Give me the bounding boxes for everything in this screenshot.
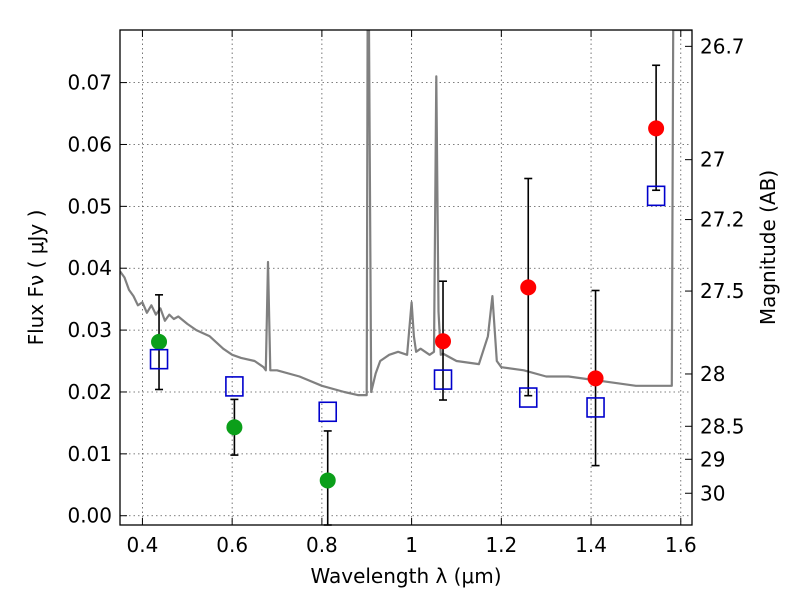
x-tick-label: 0.4 [127, 533, 159, 557]
x-tick-label: 0.8 [306, 533, 338, 557]
observed-point [435, 333, 452, 350]
observed-point [520, 279, 537, 296]
model-photometry-square [318, 401, 338, 423]
model-photometry-square [149, 348, 169, 370]
y-tick-label: 0.07 [67, 71, 112, 95]
y2-axis-label: Magnitude (AB) [756, 170, 780, 325]
observed-point [226, 419, 243, 436]
observed-point [319, 472, 336, 489]
y-tick-label: 0.04 [67, 256, 112, 280]
x-tick-label: 1 [405, 533, 418, 557]
model-photometry-square [586, 397, 605, 418]
error-bars-layer [155, 64, 661, 526]
axis-ticks: 0.4 0.6 0.8 1 1.2 1.4 1.6 0.00 0.01 0.02 0.03 0.04 0… [67, 30, 745, 557]
x-tick-label: 1.6 [665, 533, 697, 557]
y2-tick-label: 30 [700, 481, 725, 505]
x-axis-label: Wavelength λ (μm) [310, 564, 501, 588]
model-photometry-square [433, 369, 453, 390]
observed-point [648, 120, 665, 137]
model-spectrum-layer [120, 30, 692, 397]
y2-tick-label: 27.2 [700, 208, 745, 232]
y-axis-label: Flux Fν ( μJy ) [24, 210, 48, 346]
y-tick-label: 0.06 [67, 132, 112, 156]
x-tick-label: 0.6 [216, 533, 248, 557]
observed-point [151, 333, 168, 350]
y2-tick-label: 27.5 [700, 279, 745, 303]
y2-tick-label: 27 [700, 148, 725, 172]
y-tick-label: 0.01 [67, 442, 112, 466]
y2-tick-label: 28 [700, 362, 725, 386]
model-photometry-square [646, 185, 666, 207]
y-tick-label: 0.00 [67, 504, 112, 528]
plot-frame [119, 29, 693, 526]
y-tick-label: 0.05 [67, 194, 112, 218]
x-tick-label: 1.4 [575, 533, 607, 557]
y-tick-label: 0.03 [67, 318, 112, 342]
data-points-layer [149, 120, 666, 489]
y2-tick-label: 28.5 [700, 414, 745, 438]
model-photometry-square [518, 387, 538, 408]
x-tick-label: 1.2 [485, 533, 517, 557]
observed-point [587, 370, 604, 387]
model-photometry-square [225, 376, 244, 397]
y2-tick-label: 26.7 [700, 34, 745, 58]
y-tick-label: 0.02 [67, 380, 112, 404]
grid-lines [120, 30, 692, 525]
model-spectrum-line [120, 30, 692, 397]
y2-tick-label: 29 [700, 447, 725, 471]
